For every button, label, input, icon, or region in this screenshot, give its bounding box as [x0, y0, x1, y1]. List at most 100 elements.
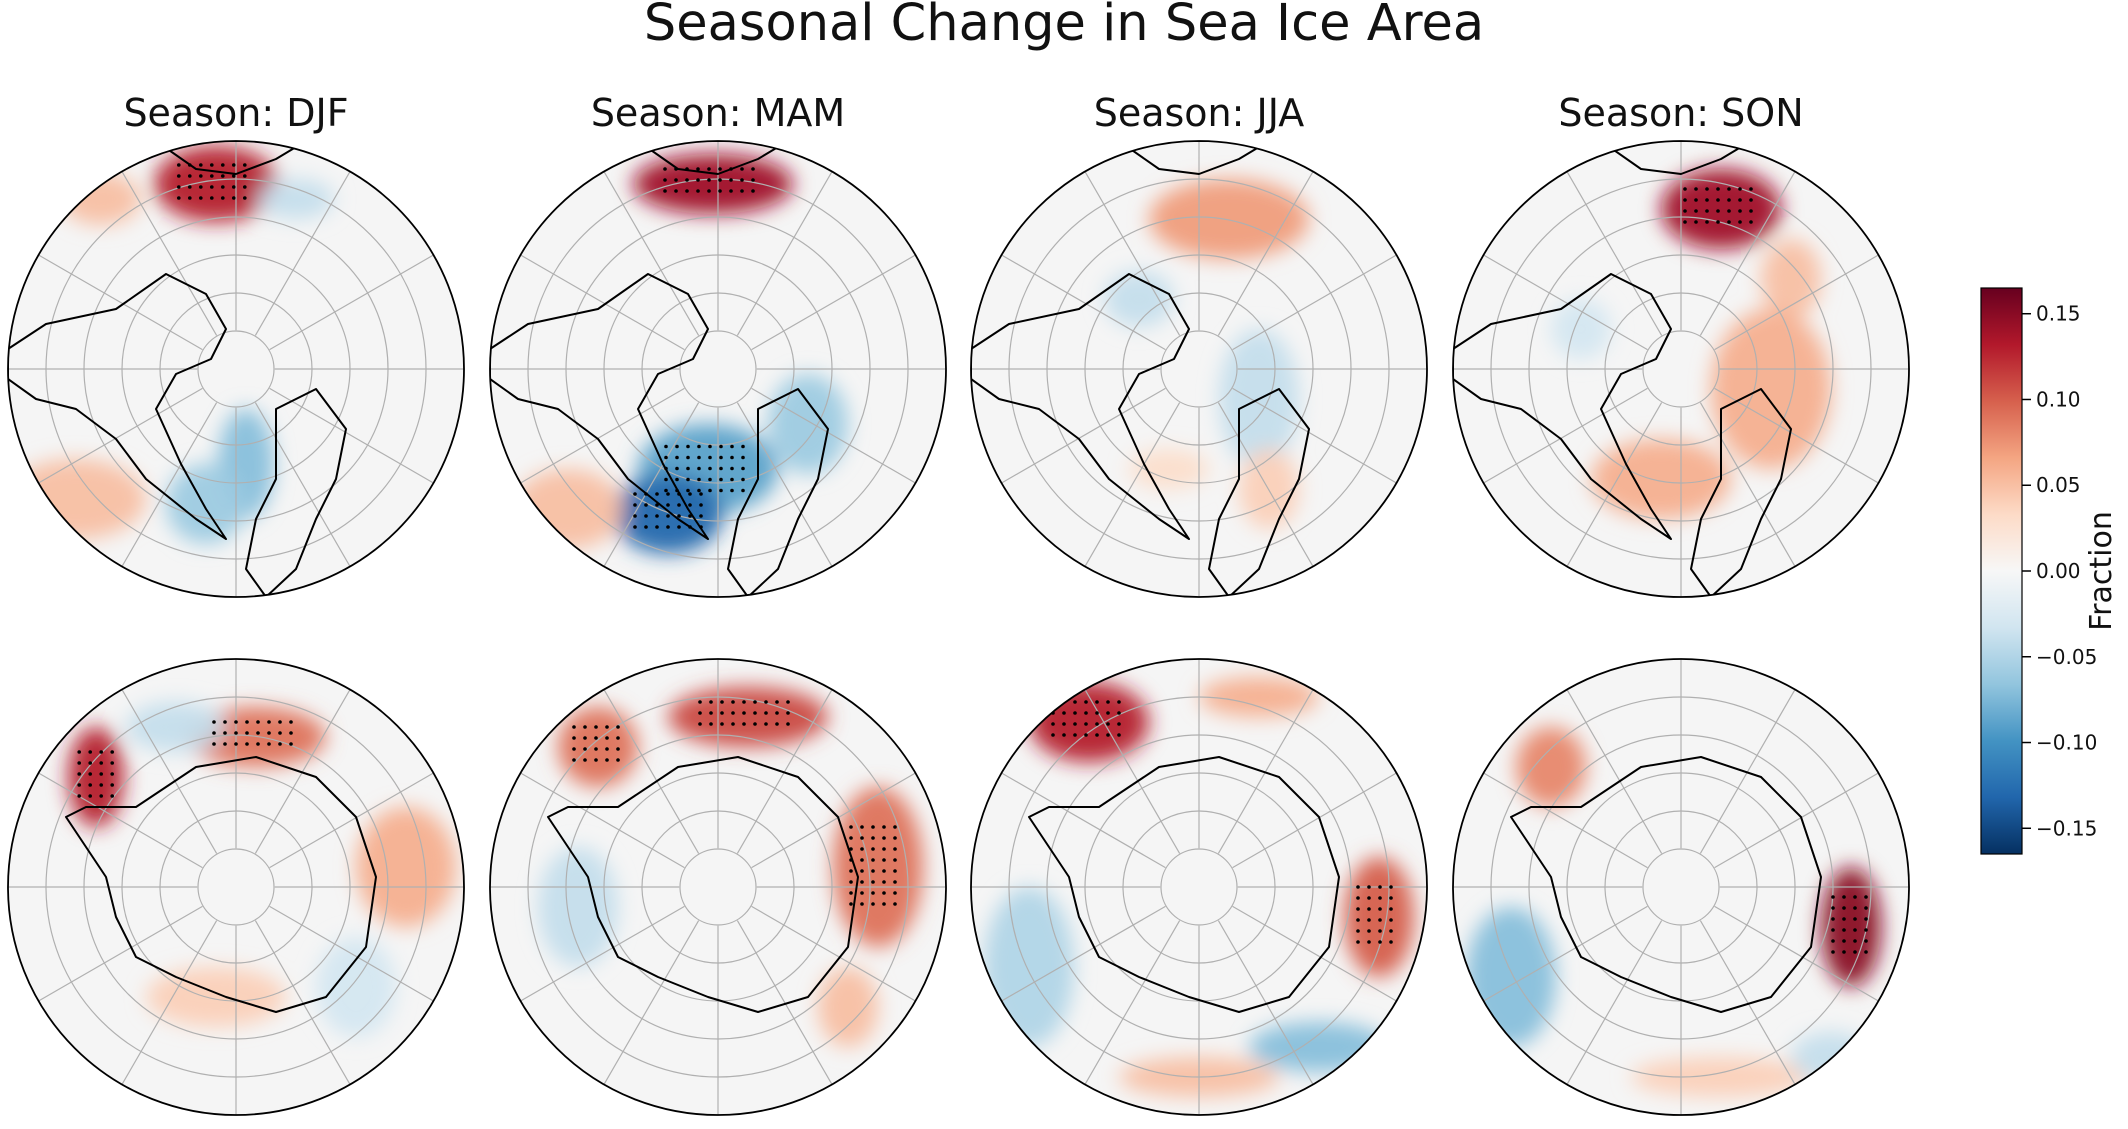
stipple-dot	[675, 477, 679, 482]
stipple-dot	[605, 758, 609, 762]
meridian	[1714, 387, 1879, 484]
map-south-son	[1452, 658, 1910, 1116]
stipple-dot	[720, 711, 724, 715]
stipple-dot	[256, 742, 260, 746]
stipple-dot	[572, 747, 576, 751]
colorbar-tick-label: 0.05	[2036, 473, 2081, 497]
anomaly-region	[1029, 682, 1149, 762]
graticule	[971, 141, 1427, 597]
stipple-dot	[1095, 722, 1099, 726]
stipple-dot	[893, 836, 897, 840]
stipple-dot	[177, 196, 181, 200]
stipple-dot	[1738, 220, 1742, 224]
stipple-dot	[699, 525, 703, 529]
stipple-dot	[583, 725, 587, 729]
stipple-dot	[188, 196, 192, 200]
stipple-dot	[1864, 917, 1868, 921]
anomaly-region	[1791, 1032, 1871, 1082]
stipple-dot	[1694, 209, 1698, 213]
meridian	[1483, 254, 1648, 351]
stipple-dot	[199, 163, 203, 167]
stipple-dot	[1367, 929, 1371, 933]
stipple-dot	[267, 720, 271, 724]
stipple-dot	[753, 722, 757, 726]
stipple-dot	[696, 167, 700, 171]
stipple-dot	[210, 163, 214, 167]
coastline	[971, 141, 1310, 597]
stipple-dot	[245, 742, 249, 746]
stipple-dot	[1716, 220, 1720, 224]
graticule	[8, 141, 464, 597]
stipple-dot	[1705, 209, 1709, 213]
stipple-dot	[1864, 906, 1868, 910]
stipple-dot	[764, 722, 768, 726]
meridian	[1084, 171, 1181, 336]
stipple-dot	[245, 720, 249, 724]
stipple-dot	[234, 742, 238, 746]
meridian	[1699, 920, 1796, 1085]
stipple-dot	[871, 891, 875, 895]
stipple-dot	[77, 783, 81, 787]
stipple-dot	[882, 825, 886, 829]
anomaly-region	[833, 787, 923, 947]
panel-title-son: Season: SON	[1558, 91, 1803, 135]
stipple-dot	[1749, 209, 1753, 213]
stipple-dot	[860, 869, 864, 873]
stipple-dot	[1694, 220, 1698, 224]
anomaly-region	[166, 464, 246, 544]
colorbar-label: Fraction	[2084, 511, 2119, 631]
coastline	[1510, 756, 1822, 1013]
coastline	[547, 756, 859, 1013]
latitude-circle	[1642, 848, 1720, 926]
anomaly-region	[1199, 677, 1319, 717]
meridian	[269, 254, 434, 351]
stipple-dot	[594, 736, 598, 740]
stipple-dot	[677, 492, 681, 496]
stipple-dot	[572, 736, 576, 740]
stipple-dot	[616, 747, 620, 751]
stipple-dot	[860, 858, 864, 862]
stipple-dot	[1738, 198, 1742, 202]
stipple-dot	[1727, 220, 1731, 224]
map-north-jja	[970, 140, 1428, 598]
meridian	[269, 772, 434, 869]
stipple-dot	[199, 174, 203, 178]
graticule	[971, 659, 1427, 1115]
stipple-dot	[709, 722, 713, 726]
stipple-dot	[686, 455, 690, 460]
stipple-dot	[860, 902, 864, 906]
meridian	[1566, 689, 1663, 854]
stipple-dot	[1727, 187, 1731, 191]
stipple-dot	[871, 825, 875, 829]
stipple-dot	[699, 503, 703, 507]
stipple-dot	[1842, 928, 1846, 932]
stipple-dot	[1683, 220, 1687, 224]
stipple-dot	[1106, 733, 1110, 737]
stipple-dot	[741, 455, 745, 460]
stipple-dot	[882, 836, 886, 840]
stipple-dot	[882, 858, 886, 862]
stipple-dot	[1051, 700, 1055, 704]
figure-title: Seasonal Change in Sea Ice Area	[644, 0, 1484, 53]
stipple-dot	[243, 163, 247, 167]
stipple-dot	[278, 731, 282, 735]
stipple-dot	[1117, 733, 1121, 737]
meridian	[121, 171, 218, 336]
stipple-dot	[1864, 928, 1868, 932]
stipple-dot	[243, 174, 247, 178]
stipple-dot	[99, 772, 103, 776]
stipple-dot	[675, 444, 679, 449]
stipple-dot	[775, 722, 779, 726]
stipple-dot	[1853, 917, 1857, 921]
stipple-dot	[730, 466, 734, 471]
stipple-dot	[860, 891, 864, 895]
meridian	[751, 772, 916, 869]
stipple-dot	[644, 514, 648, 518]
map-south-jja	[970, 658, 1428, 1116]
meridian	[254, 689, 351, 854]
map-north-djf	[7, 140, 465, 598]
stipple-dot	[741, 477, 745, 482]
stipple-dot	[719, 466, 723, 471]
stipple-dot	[1084, 711, 1088, 715]
stipple-dot	[655, 492, 659, 496]
